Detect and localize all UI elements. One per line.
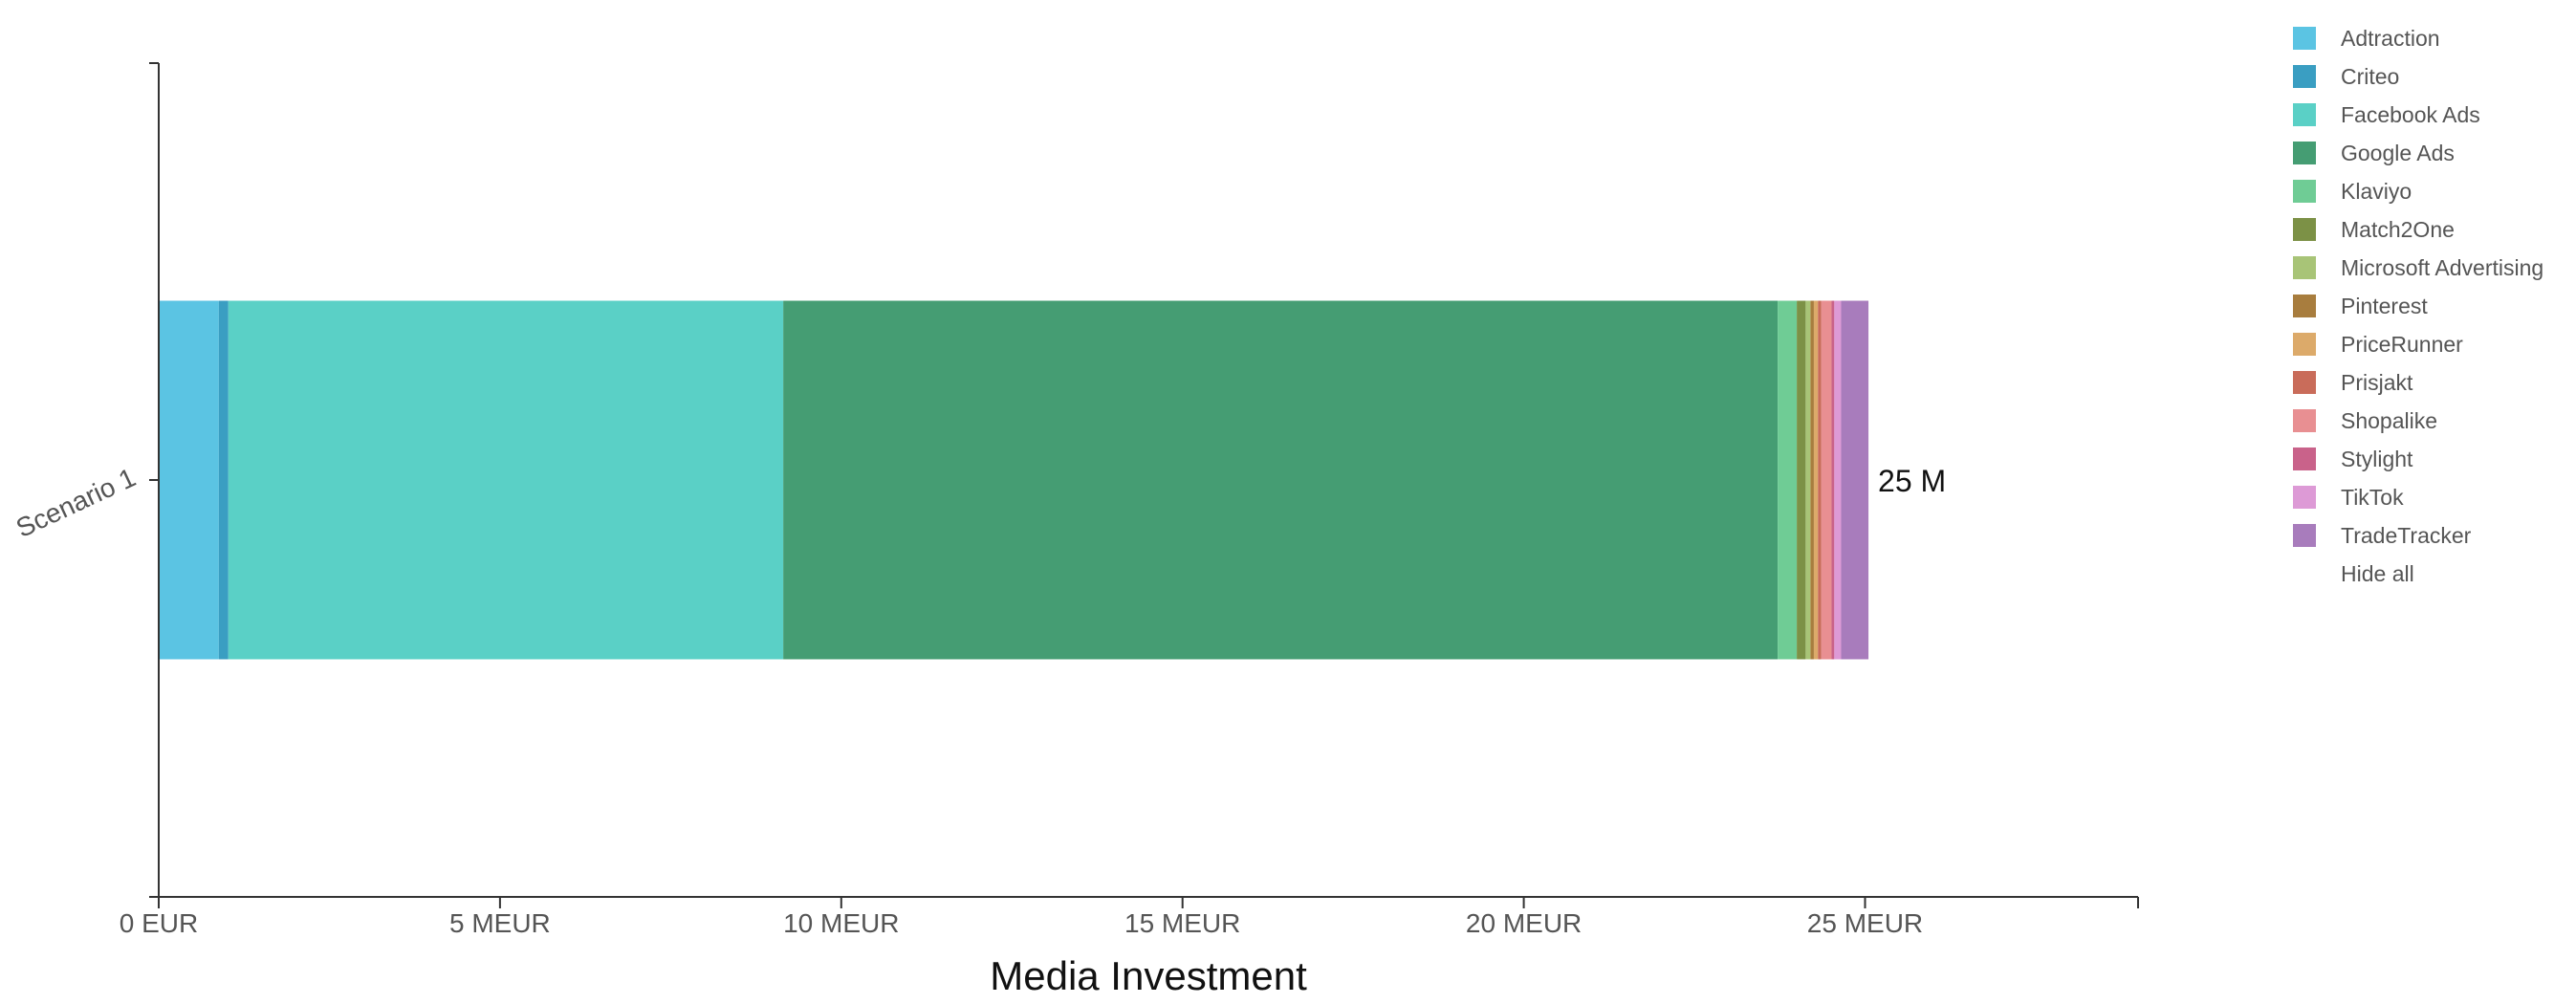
legend-label: Stylight: [2341, 446, 2413, 471]
legend-swatch: [2293, 218, 2316, 241]
total-labels: 25 M: [1878, 464, 1946, 498]
bar-segment-pinterest[interactable]: [1810, 300, 1814, 660]
legend-item-microsoft-advertising[interactable]: Microsoft Advertising: [2293, 249, 2543, 287]
legend-swatch: [2293, 409, 2316, 432]
bar-segment-adtraction[interactable]: [159, 300, 219, 660]
legend-label: Klaviyo: [2341, 178, 2412, 204]
legend-swatch: [2293, 27, 2316, 50]
legend-label: Match2One: [2341, 216, 2455, 242]
legend-label: Adtraction: [2341, 25, 2440, 51]
y-axis-category-label: Scenario 1: [11, 462, 140, 543]
legend-swatch: [2293, 103, 2316, 126]
legend-label: PriceRunner: [2341, 331, 2463, 357]
legend-item-facebook-ads[interactable]: Facebook Ads: [2293, 96, 2543, 134]
bar-segment-shopalike[interactable]: [1821, 300, 1832, 660]
bar-segments: [159, 300, 1869, 660]
bar-segment-microsoft-advertising[interactable]: [1805, 300, 1811, 660]
legend-item-klaviyo[interactable]: Klaviyo: [2293, 172, 2543, 210]
legend-label: Google Ads: [2341, 140, 2455, 165]
legend-label: TradeTracker: [2341, 522, 2472, 548]
legend-swatch: [2293, 333, 2316, 356]
legend-swatch: [2293, 256, 2316, 279]
legend-label: Pinterest: [2341, 293, 2428, 318]
legend-swatch-blank: [2293, 562, 2316, 585]
legend-swatch: [2293, 65, 2316, 88]
legend-hide-all-label: Hide all: [2341, 560, 2414, 586]
bar-segment-criteo[interactable]: [218, 300, 229, 660]
bar-segment-facebook-ads[interactable]: [228, 300, 784, 660]
legend-item-pricerunner[interactable]: PriceRunner: [2293, 325, 2543, 363]
bar-segment-stylight[interactable]: [1831, 300, 1835, 660]
legend-swatch: [2293, 524, 2316, 547]
legend-swatch: [2293, 295, 2316, 317]
x-axis-tick-label: 25 MEUR: [1807, 908, 1923, 938]
legend-item-pinterest[interactable]: Pinterest: [2293, 287, 2543, 325]
legend-item-tradetracker[interactable]: TradeTracker: [2293, 516, 2543, 555]
legend-item-criteo[interactable]: Criteo: [2293, 57, 2543, 96]
x-axis-tick-label: 10 MEUR: [783, 908, 899, 938]
legend-label: Facebook Ads: [2341, 101, 2480, 127]
legend: Adtraction Criteo Facebook Ads Google Ads Kl…: [2293, 19, 2543, 593]
y-axis-categories: Scenario 1: [11, 462, 159, 543]
x-axis-ticks: 0 EUR 5 MEUR 10 MEUR 15 MEUR 20 MEUR 25 MEUR: [120, 897, 1923, 938]
legend-hide-all[interactable]: Hide all: [2293, 555, 2543, 593]
legend-swatch: [2293, 447, 2316, 470]
x-axis-tick-label: 20 MEUR: [1466, 908, 1582, 938]
legend-item-stylight[interactable]: Stylight: [2293, 440, 2543, 478]
x-axis-title: Media Investment: [990, 953, 1307, 998]
legend-label: TikTok: [2341, 484, 2404, 510]
legend-swatch: [2293, 142, 2316, 164]
legend-item-tiktok[interactable]: TikTok: [2293, 478, 2543, 516]
legend-label: Shopalike: [2341, 407, 2438, 433]
bar-segment-prisjakt[interactable]: [1818, 300, 1822, 660]
legend-swatch: [2293, 371, 2316, 394]
bar-segment-tiktok[interactable]: [1834, 300, 1842, 660]
legend-item-adtraction[interactable]: Adtraction: [2293, 19, 2543, 57]
legend-label: Prisjakt: [2341, 369, 2413, 395]
legend-item-prisjakt[interactable]: Prisjakt: [2293, 363, 2543, 402]
chart: 0 EUR 5 MEUR 10 MEUR 15 MEUR 20 MEUR 25 MEUR …: [11, 62, 2139, 998]
x-axis-tick-label: 0 EUR: [120, 908, 198, 938]
legend-swatch: [2293, 486, 2316, 509]
legend-swatch: [2293, 180, 2316, 203]
legend-label: Criteo: [2341, 63, 2400, 89]
bar-segment-pricerunner[interactable]: [1813, 300, 1819, 660]
bar-segment-klaviyo[interactable]: [1778, 300, 1798, 660]
bar-segment-tradetracker[interactable]: [1841, 300, 1869, 660]
legend-item-google-ads[interactable]: Google Ads: [2293, 134, 2543, 172]
bar-total-label: 25 M: [1878, 464, 1946, 498]
bar-segment-google-ads[interactable]: [783, 300, 1779, 660]
legend-item-shopalike[interactable]: Shopalike: [2293, 402, 2543, 440]
legend-item-match2one[interactable]: Match2One: [2293, 210, 2543, 249]
legend-label: Microsoft Advertising: [2341, 254, 2544, 280]
x-axis-tick-label: 15 MEUR: [1124, 908, 1240, 938]
x-axis-tick-label: 5 MEUR: [449, 908, 551, 938]
bar-segment-match2one[interactable]: [1797, 300, 1806, 660]
